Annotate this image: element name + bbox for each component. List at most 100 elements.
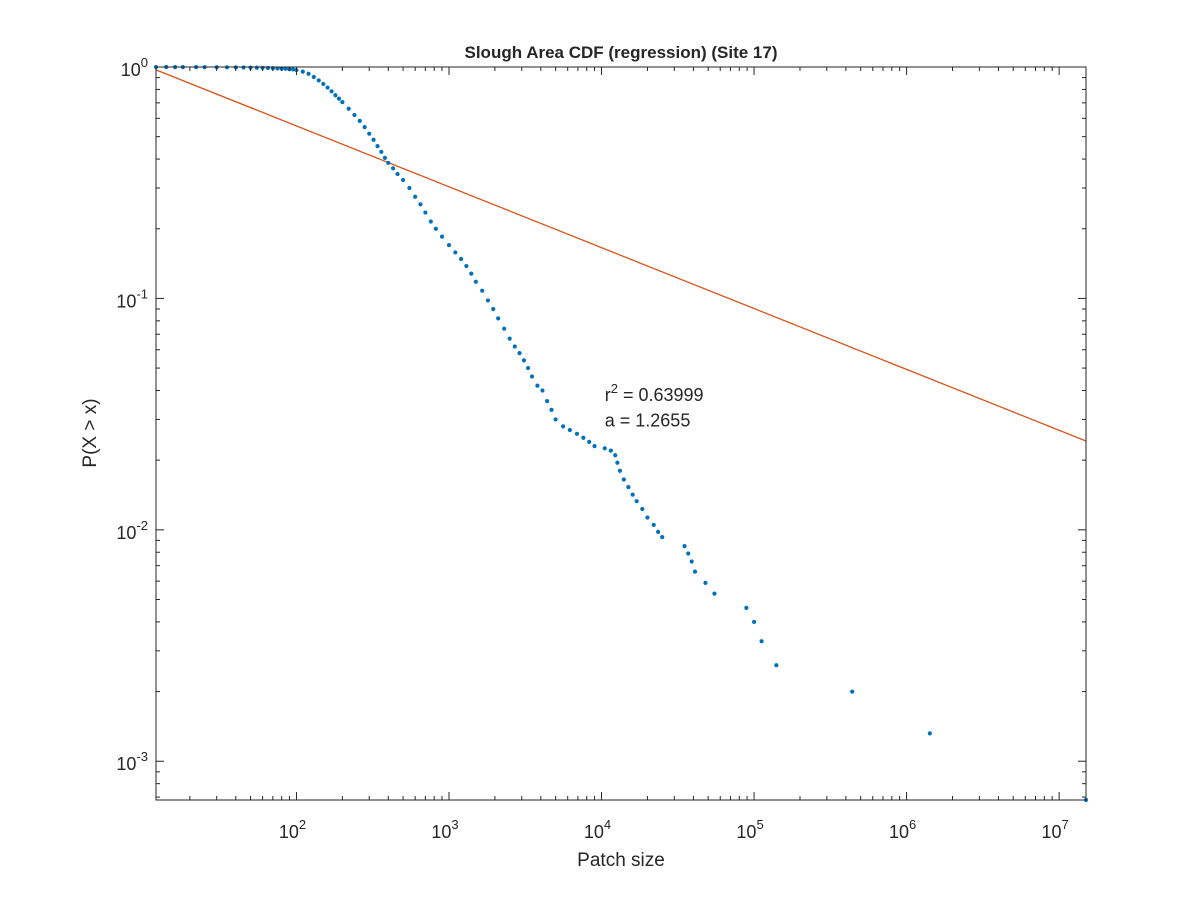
data-point-49 <box>433 226 438 231</box>
data-point-45 <box>413 194 418 199</box>
data-point-30 <box>340 100 345 105</box>
data-point-75 <box>574 431 580 436</box>
data-point-96 <box>692 569 698 574</box>
data-point-87 <box>634 499 639 504</box>
data-point-9 <box>241 65 246 70</box>
data-point-86 <box>630 492 635 497</box>
data-point-72 <box>553 417 558 422</box>
data-point-51 <box>446 242 452 248</box>
data-point-61 <box>502 326 507 331</box>
y-tick-label: 10-2 <box>116 518 148 543</box>
data-point-22 <box>306 71 311 76</box>
data-point-94 <box>686 551 691 556</box>
data-point-102 <box>774 663 779 668</box>
data-point-58 <box>485 298 491 303</box>
data-point-37 <box>375 144 380 149</box>
data-point-11 <box>254 65 259 70</box>
x-tick-label: 103 <box>431 817 458 842</box>
data-point-53 <box>458 256 464 262</box>
data-point-101 <box>759 639 764 644</box>
data-point-68 <box>535 383 540 388</box>
data-point-33 <box>357 118 362 123</box>
data-point-21 <box>300 69 305 74</box>
data-point-95 <box>689 559 694 564</box>
data-point-93 <box>682 544 687 549</box>
data-point-100 <box>751 619 757 625</box>
data-point-73 <box>561 424 566 429</box>
data-point-65 <box>521 358 527 363</box>
data-point-26 <box>325 85 330 90</box>
data-point-27 <box>329 89 334 94</box>
data-point-59 <box>491 306 496 312</box>
data-point-29 <box>336 96 342 101</box>
data-point-90 <box>651 522 656 528</box>
data-point-84 <box>621 477 626 482</box>
data-point-57 <box>480 288 485 293</box>
data-point-81 <box>613 453 618 458</box>
data-point-34 <box>362 124 367 130</box>
data-point-28 <box>333 93 338 98</box>
data-point-40 <box>386 160 391 166</box>
y-tick-label: 100 <box>121 55 148 80</box>
data-point-54 <box>464 263 469 269</box>
data-point-32 <box>352 112 357 118</box>
data-point-66 <box>525 365 531 371</box>
y-tick-label: 10-1 <box>116 286 148 311</box>
data-point-97 <box>703 580 708 585</box>
data-point-63 <box>512 344 517 349</box>
data-point-79 <box>602 446 607 451</box>
data-point-25 <box>321 81 326 87</box>
data-point-31 <box>346 106 351 111</box>
data-point-43 <box>400 177 406 183</box>
data-point-67 <box>529 374 535 379</box>
data-point-60 <box>496 316 501 321</box>
data-point-80 <box>608 448 613 453</box>
annotation-r2: r2 = 0.63999 <box>605 381 704 405</box>
annotation-layer: r2 = 0.63999 a = 1.2655 <box>605 381 704 430</box>
y-tick-labels: 100 10-1 10-2 10-3 <box>116 55 148 774</box>
data-point-38 <box>379 149 384 154</box>
y-axis-label: P(X > x) <box>80 398 101 467</box>
data-point-19 <box>290 67 296 72</box>
data-point-92 <box>660 535 665 540</box>
chart-title: Slough Area CDF (regression) (Site 17) <box>465 43 778 62</box>
annotation-a: a = 1.2655 <box>605 410 691 430</box>
data-point-62 <box>507 336 512 341</box>
data-point-56 <box>473 279 478 284</box>
data-point-83 <box>617 468 623 473</box>
y-tick-label: 10-3 <box>116 749 148 774</box>
axes-background <box>156 67 1086 800</box>
data-point-41 <box>390 166 396 171</box>
data-point-103 <box>850 689 855 694</box>
data-point-36 <box>371 137 376 142</box>
data-point-71 <box>549 407 554 412</box>
regression-line-layer <box>155 69 1087 442</box>
data-point-48 <box>428 219 433 224</box>
data-point-50 <box>439 234 445 239</box>
x-tick-labels: 102 103 104 105 106 107 <box>279 817 1069 842</box>
data-point-88 <box>640 506 645 512</box>
data-point-46 <box>418 202 423 207</box>
data-point-35 <box>367 131 372 136</box>
ticks-layer <box>156 66 1086 800</box>
data-point-24 <box>316 78 321 83</box>
x-tick-label: 107 <box>1042 817 1069 842</box>
x-tick-label: 102 <box>279 817 306 842</box>
regression-line <box>155 69 1087 442</box>
data-point-74 <box>567 427 572 433</box>
x-tick-label: 105 <box>736 817 763 842</box>
data-point-85 <box>626 484 631 490</box>
x-axis-label: Patch size <box>577 850 665 871</box>
data-point-104 <box>927 731 932 736</box>
data-point-78 <box>592 444 597 449</box>
data-point-42 <box>395 171 400 177</box>
data-point-44 <box>407 185 412 191</box>
data-point-47 <box>423 210 428 215</box>
data-point-70 <box>545 398 550 404</box>
x-tick-label: 106 <box>889 817 916 842</box>
x-tick-label: 104 <box>584 817 611 842</box>
data-point-17 <box>283 66 288 71</box>
data-point-89 <box>645 515 650 520</box>
data-point-91 <box>656 529 661 534</box>
